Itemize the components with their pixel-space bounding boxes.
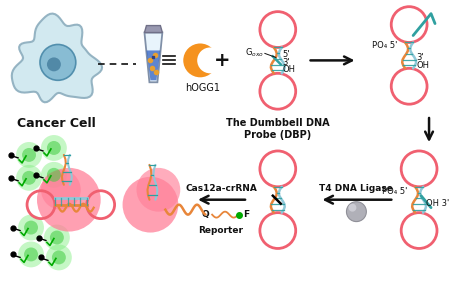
Text: Reporter: Reporter <box>199 226 244 235</box>
Text: Q: Q <box>201 210 209 219</box>
Text: +: + <box>214 51 230 70</box>
Circle shape <box>47 141 61 155</box>
Circle shape <box>41 170 81 210</box>
Text: OH: OH <box>416 61 429 70</box>
Text: 5': 5' <box>283 50 290 59</box>
Circle shape <box>40 44 76 80</box>
Text: PO₄ 5': PO₄ 5' <box>382 187 407 196</box>
Text: hOGG1: hOGG1 <box>185 83 219 93</box>
Circle shape <box>123 177 178 233</box>
Text: The Dumbbell DNA
Probe (DBP): The Dumbbell DNA Probe (DBP) <box>226 118 329 140</box>
Circle shape <box>50 230 64 244</box>
Text: T4 DNA Ligase: T4 DNA Ligase <box>319 184 393 193</box>
Polygon shape <box>145 33 163 82</box>
Text: Cancer Cell: Cancer Cell <box>17 117 95 130</box>
Polygon shape <box>145 26 163 33</box>
Circle shape <box>41 162 67 188</box>
Circle shape <box>22 148 36 162</box>
Circle shape <box>47 57 61 71</box>
Circle shape <box>22 171 36 185</box>
Circle shape <box>24 221 38 235</box>
Circle shape <box>18 241 44 267</box>
Text: 3': 3' <box>283 58 291 67</box>
Circle shape <box>346 202 366 222</box>
Circle shape <box>16 165 42 191</box>
Text: PO₄ 5': PO₄ 5' <box>372 41 397 50</box>
Text: G$_{oxo}$: G$_{oxo}$ <box>245 46 264 59</box>
Circle shape <box>47 168 61 182</box>
Circle shape <box>41 135 67 161</box>
Circle shape <box>18 215 44 241</box>
Text: 3': 3' <box>416 53 424 62</box>
Circle shape <box>183 44 217 77</box>
Circle shape <box>52 250 66 264</box>
Circle shape <box>348 204 356 212</box>
Circle shape <box>137 168 180 212</box>
Text: OH 3': OH 3' <box>426 199 449 208</box>
Polygon shape <box>12 13 102 102</box>
Circle shape <box>46 244 72 270</box>
Circle shape <box>16 142 42 168</box>
Circle shape <box>24 248 38 261</box>
Polygon shape <box>146 51 160 80</box>
Circle shape <box>37 168 100 232</box>
Circle shape <box>44 225 70 250</box>
Text: OH: OH <box>283 65 296 74</box>
Text: Cas12a-crRNA: Cas12a-crRNA <box>185 184 257 193</box>
Text: F: F <box>243 210 249 219</box>
Circle shape <box>197 47 223 73</box>
